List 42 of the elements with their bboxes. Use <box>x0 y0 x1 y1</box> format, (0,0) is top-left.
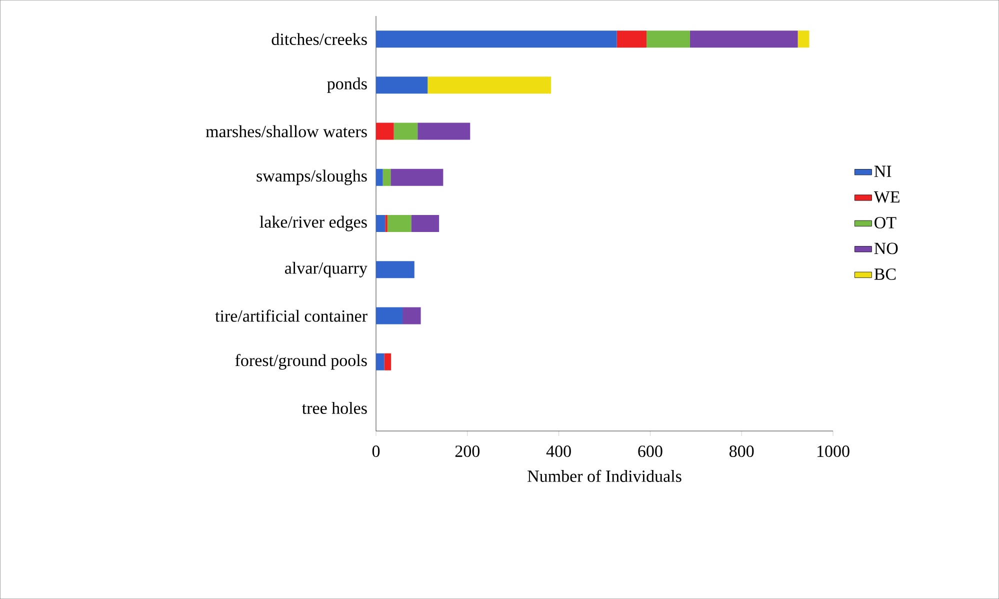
bar <box>387 215 412 232</box>
legend-label: BC <box>874 268 896 280</box>
bar <box>402 307 421 324</box>
bar <box>616 30 647 48</box>
x-tick-label: 0 <box>372 446 380 457</box>
legend-label: NO <box>874 242 898 254</box>
y-tick-label: alvar/quarry <box>285 262 368 278</box>
bar <box>690 30 798 48</box>
y-tick-label: marshes/shallow waters <box>206 125 367 138</box>
bar <box>390 168 444 186</box>
y-tick-label: tire/artificial container <box>215 310 368 322</box>
bar <box>411 215 440 232</box>
x-tick-label: 400 <box>546 446 571 457</box>
bar <box>394 122 418 140</box>
bar <box>376 122 394 140</box>
x-tick-label: 800 <box>730 446 754 457</box>
y-tick-label: ponds <box>327 77 367 93</box>
bar <box>428 76 552 94</box>
y-tick-label: tree holes <box>302 402 367 414</box>
y-tick-label: ditches/creeks <box>272 33 367 46</box>
y-tick-label: forest/ground pools <box>235 354 367 370</box>
bar <box>418 122 470 140</box>
bar <box>376 261 414 278</box>
bar <box>382 168 391 186</box>
x-tick-label: 1000 <box>818 446 850 457</box>
legend-label: NI <box>874 166 892 177</box>
legend-label: OT <box>874 217 896 228</box>
bar <box>376 307 403 324</box>
bar <box>376 215 386 232</box>
bar <box>376 76 428 94</box>
bar <box>376 353 384 370</box>
bar <box>376 168 383 186</box>
bar <box>798 30 810 48</box>
x-axis-title: Number of Individuals <box>528 470 682 482</box>
y-tick-label: swamps/sloughs <box>256 170 367 186</box>
y-tick-label: lake/river edges <box>260 216 367 232</box>
bar <box>384 353 392 370</box>
bar <box>646 30 690 48</box>
bar <box>376 30 617 48</box>
x-tick-label: 600 <box>638 446 662 457</box>
x-tick-label: 200 <box>455 446 480 457</box>
legend-label: WE <box>874 191 900 203</box>
